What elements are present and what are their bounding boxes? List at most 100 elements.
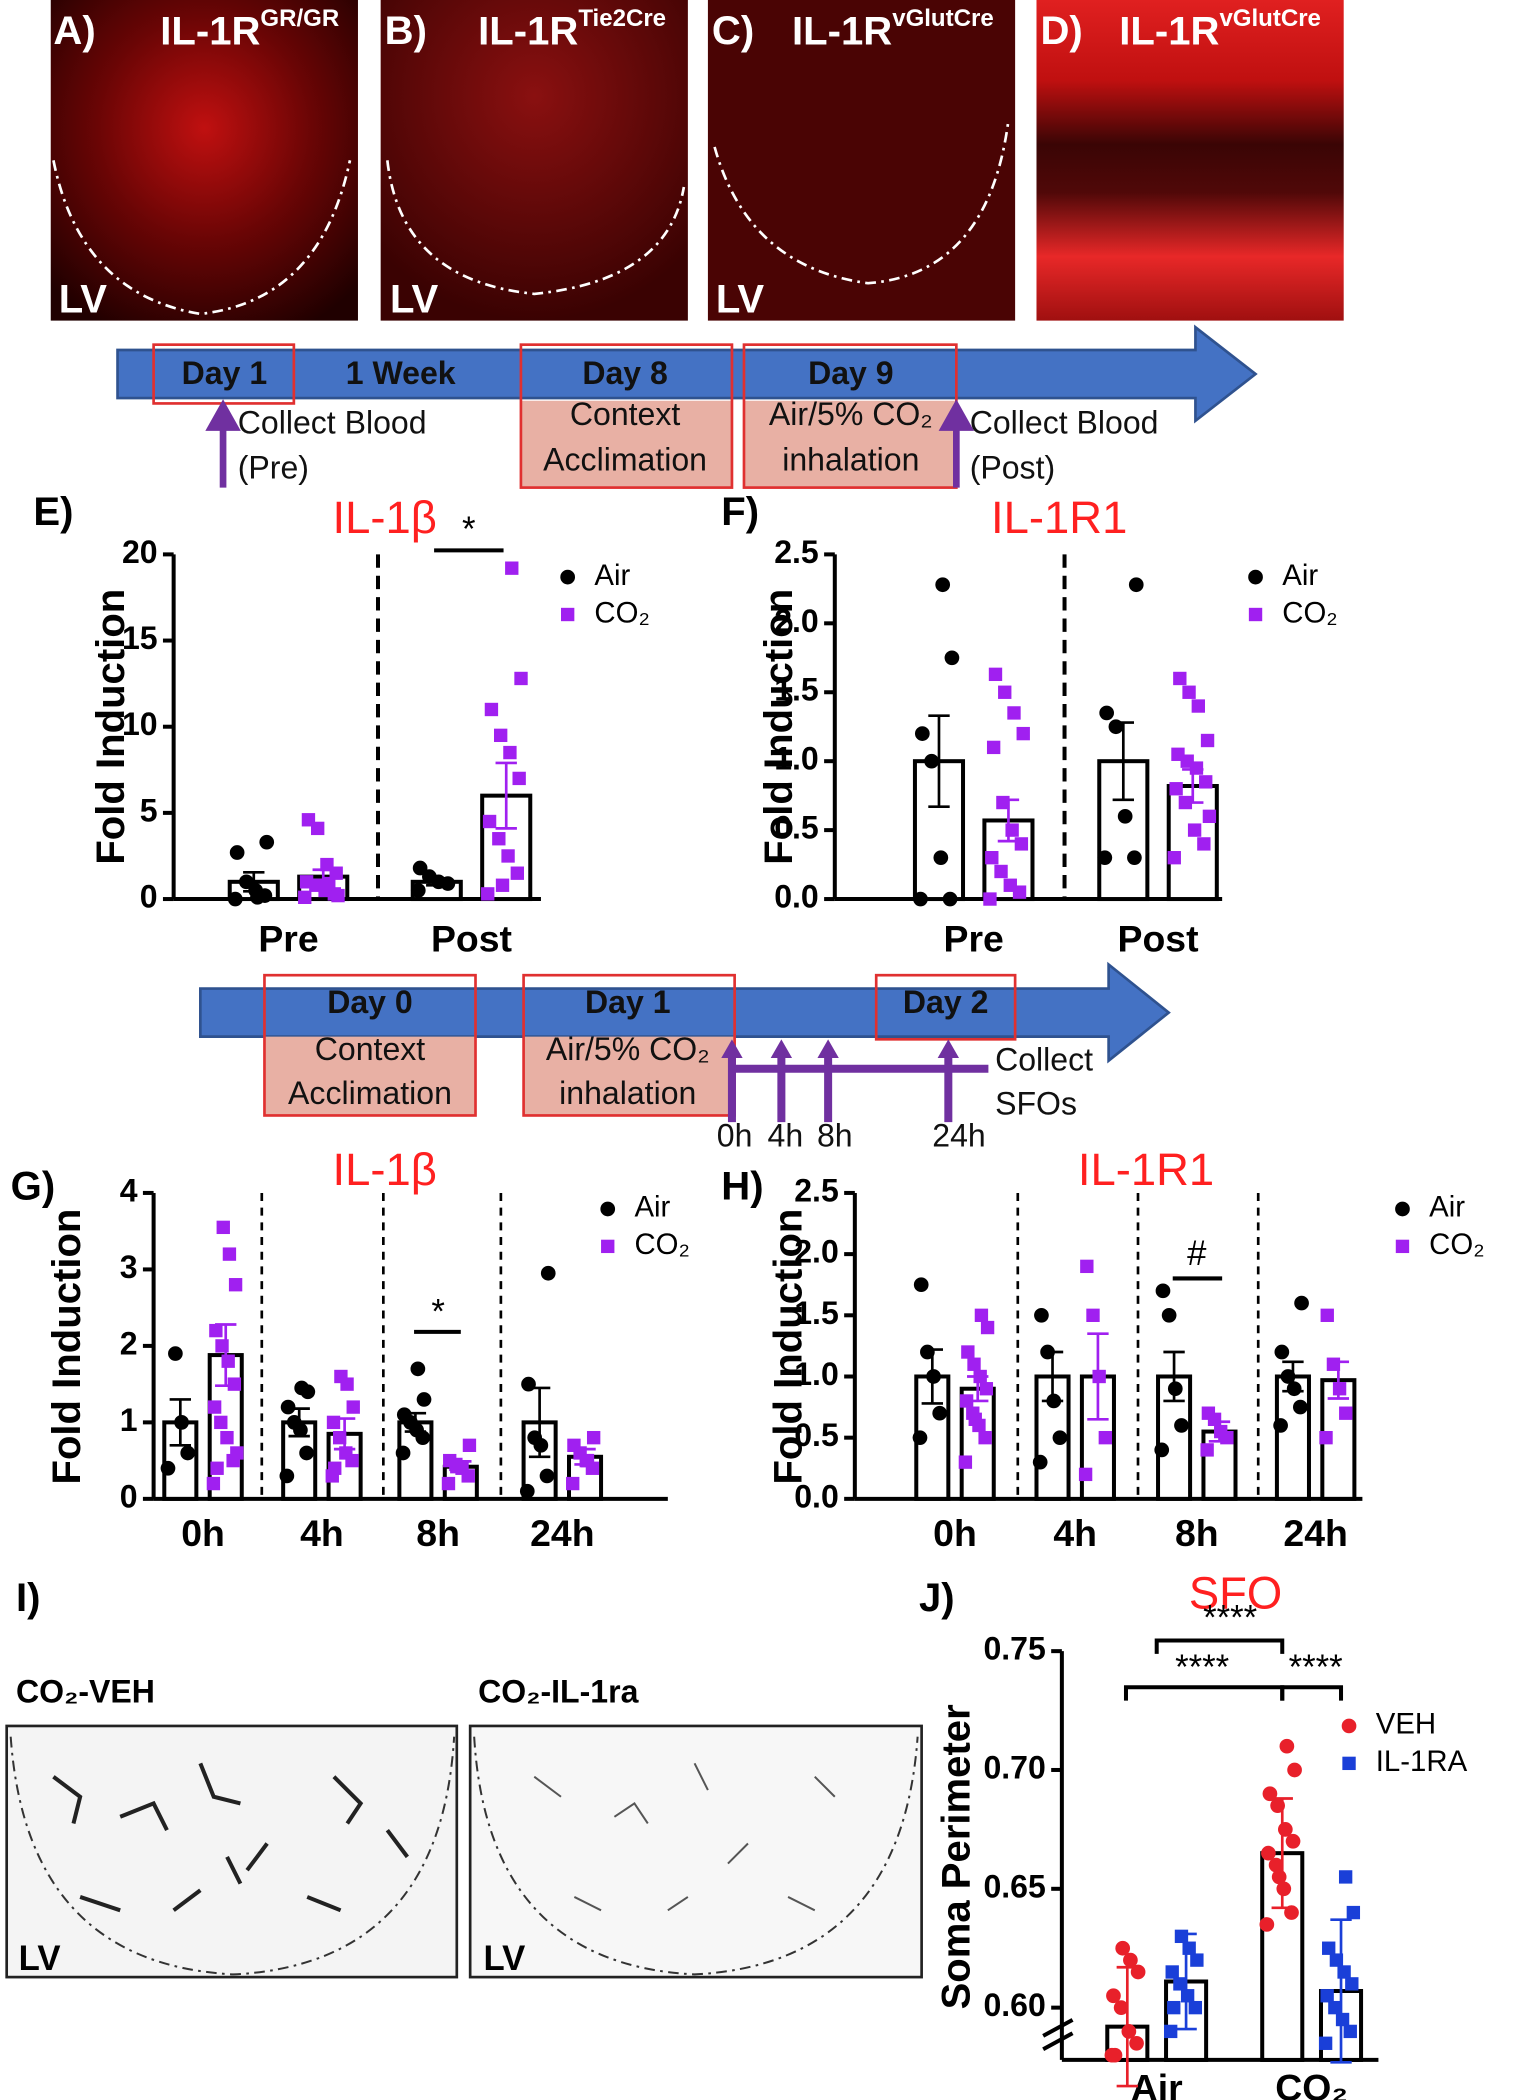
outline xyxy=(9,1736,456,1976)
lv-label: LV xyxy=(484,1940,526,1978)
data-point xyxy=(567,1438,581,1452)
data-point xyxy=(1117,808,1133,824)
legend-label: CO₂ xyxy=(594,596,649,629)
y-tick-label: 0.0 xyxy=(774,879,819,915)
time-label: 24h xyxy=(932,1118,985,1154)
event-box xyxy=(743,400,957,488)
data-point xyxy=(1320,1989,1334,2003)
panel-heading: IL-1RvGlutCre xyxy=(1119,5,1321,53)
data-point xyxy=(1052,1430,1068,1446)
y-tick-label: 0.75 xyxy=(983,1631,1045,1667)
data-point xyxy=(1259,1917,1275,1932)
data-point xyxy=(214,1415,228,1430)
data-point xyxy=(958,1455,973,1469)
image-panels: A) IL-1RGR/GR LV B) IL-1RTie2Cre LV C) I… xyxy=(50,0,1344,321)
data-point xyxy=(932,1405,948,1421)
data-point xyxy=(986,740,1001,755)
significance: **** xyxy=(1289,1649,1343,1687)
data-point xyxy=(539,1468,555,1484)
data-point xyxy=(1326,1357,1341,1371)
data-point xyxy=(566,1476,580,1491)
data-point xyxy=(1270,1798,1285,1813)
data-point xyxy=(1115,1940,1131,1956)
day-label: Day 1 xyxy=(585,984,671,1020)
data-point xyxy=(1121,2024,1137,2039)
legend-label: Air xyxy=(1429,1191,1465,1224)
timeline: Day 0 Day 1 Day 2 Context Acclimation Ai… xyxy=(199,961,1171,1154)
cell-sketch xyxy=(533,1762,836,1912)
y-tick-label: 0.65 xyxy=(983,1868,1045,1904)
panel-letter: I) xyxy=(16,1576,40,1620)
data-point xyxy=(1106,1988,1121,2004)
y-tick-label: 2 xyxy=(120,1325,138,1361)
data-point xyxy=(994,864,1008,879)
data-point xyxy=(1262,1786,1278,1802)
legend-label: VEH xyxy=(1376,1708,1436,1741)
data-point xyxy=(1097,850,1113,866)
heading-sup: GR/GR xyxy=(260,5,339,32)
data-point xyxy=(1178,795,1193,810)
chart-title: IL-1R1 xyxy=(1078,1144,1214,1195)
data-point xyxy=(1171,747,1185,761)
data-point xyxy=(1197,837,1211,851)
data-point xyxy=(228,1278,243,1292)
data-point xyxy=(1273,1418,1288,1433)
day-label: Day 8 xyxy=(582,355,668,391)
data-point xyxy=(944,650,960,666)
data-point xyxy=(1343,2024,1357,2039)
data-point xyxy=(230,1446,244,1460)
data-point xyxy=(286,1415,302,1430)
data-point xyxy=(1200,733,1215,748)
x-tick-label: 24h xyxy=(530,1512,594,1554)
event-text: Air/5% CO₂ xyxy=(546,1031,710,1067)
day-box xyxy=(874,973,1017,1041)
data-point xyxy=(326,1415,341,1430)
data-point xyxy=(974,1308,989,1322)
chart-title: IL-1R1 xyxy=(991,492,1127,543)
data-point xyxy=(1169,782,1183,796)
data-point xyxy=(1199,775,1213,789)
collect-text: Collect Blood xyxy=(970,404,1159,440)
data-point xyxy=(1154,1442,1170,1458)
data-point xyxy=(207,1400,222,1414)
panel-letter: D) xyxy=(1040,9,1082,53)
legend-marker xyxy=(1248,607,1263,622)
lv-label: LV xyxy=(390,277,438,321)
data-point xyxy=(942,891,958,907)
data-point xyxy=(227,891,243,907)
data-point xyxy=(1016,726,1030,741)
micrograph xyxy=(380,0,688,321)
data-point xyxy=(331,888,345,903)
panel-letter: F) xyxy=(721,490,759,534)
data-point xyxy=(220,1430,234,1445)
data-point xyxy=(332,1430,347,1445)
data-point xyxy=(1155,1283,1171,1299)
data-point xyxy=(980,1320,995,1335)
x-tick-label: Post xyxy=(431,918,512,960)
data-point xyxy=(924,753,939,769)
error-bar xyxy=(495,761,517,830)
y-tick-label: 0 xyxy=(120,1478,138,1514)
data-point xyxy=(259,834,275,850)
timeline-arrow xyxy=(116,324,1258,424)
data-point xyxy=(322,876,336,891)
panel-letter: J) xyxy=(919,1576,955,1620)
data-point xyxy=(395,1445,411,1461)
data-point xyxy=(1167,1381,1183,1397)
outline xyxy=(713,120,1010,285)
data-point xyxy=(1014,837,1029,851)
data-point xyxy=(1173,1977,1187,1991)
data-point xyxy=(299,875,314,889)
data-point xyxy=(1003,878,1017,892)
x-tick-label: Pre xyxy=(944,918,1004,960)
data-point xyxy=(1182,685,1196,699)
event-text: inhalation xyxy=(782,442,919,478)
legend-label: Air xyxy=(594,559,630,592)
significance: * xyxy=(462,511,476,549)
micrograph xyxy=(5,1724,459,1979)
collect-arrow xyxy=(205,399,241,488)
data-point xyxy=(396,1407,412,1423)
data-point xyxy=(1286,1381,1302,1397)
data-point xyxy=(227,1377,242,1391)
